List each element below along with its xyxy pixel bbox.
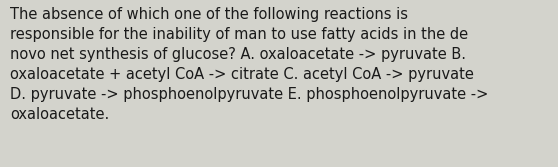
Text: The absence of which one of the following reactions is
responsible for the inabi: The absence of which one of the followin…	[10, 7, 488, 122]
